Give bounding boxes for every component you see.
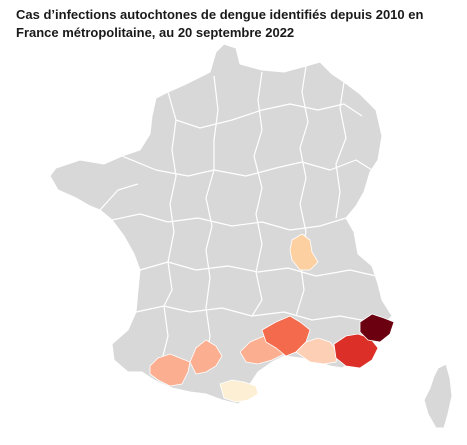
region-pyrenees-orientales	[219, 379, 259, 403]
region-var	[333, 333, 379, 369]
region-alpes-maritimes	[359, 313, 395, 343]
map-title: Cas d’infections autochtones de dengue i…	[16, 7, 424, 40]
region-haute-garonne	[189, 339, 223, 375]
region-pyrenees-atlantiques	[149, 353, 191, 387]
department-borders	[99, 65, 377, 363]
region-rhone-lyon	[289, 233, 319, 271]
corsica	[423, 363, 453, 429]
